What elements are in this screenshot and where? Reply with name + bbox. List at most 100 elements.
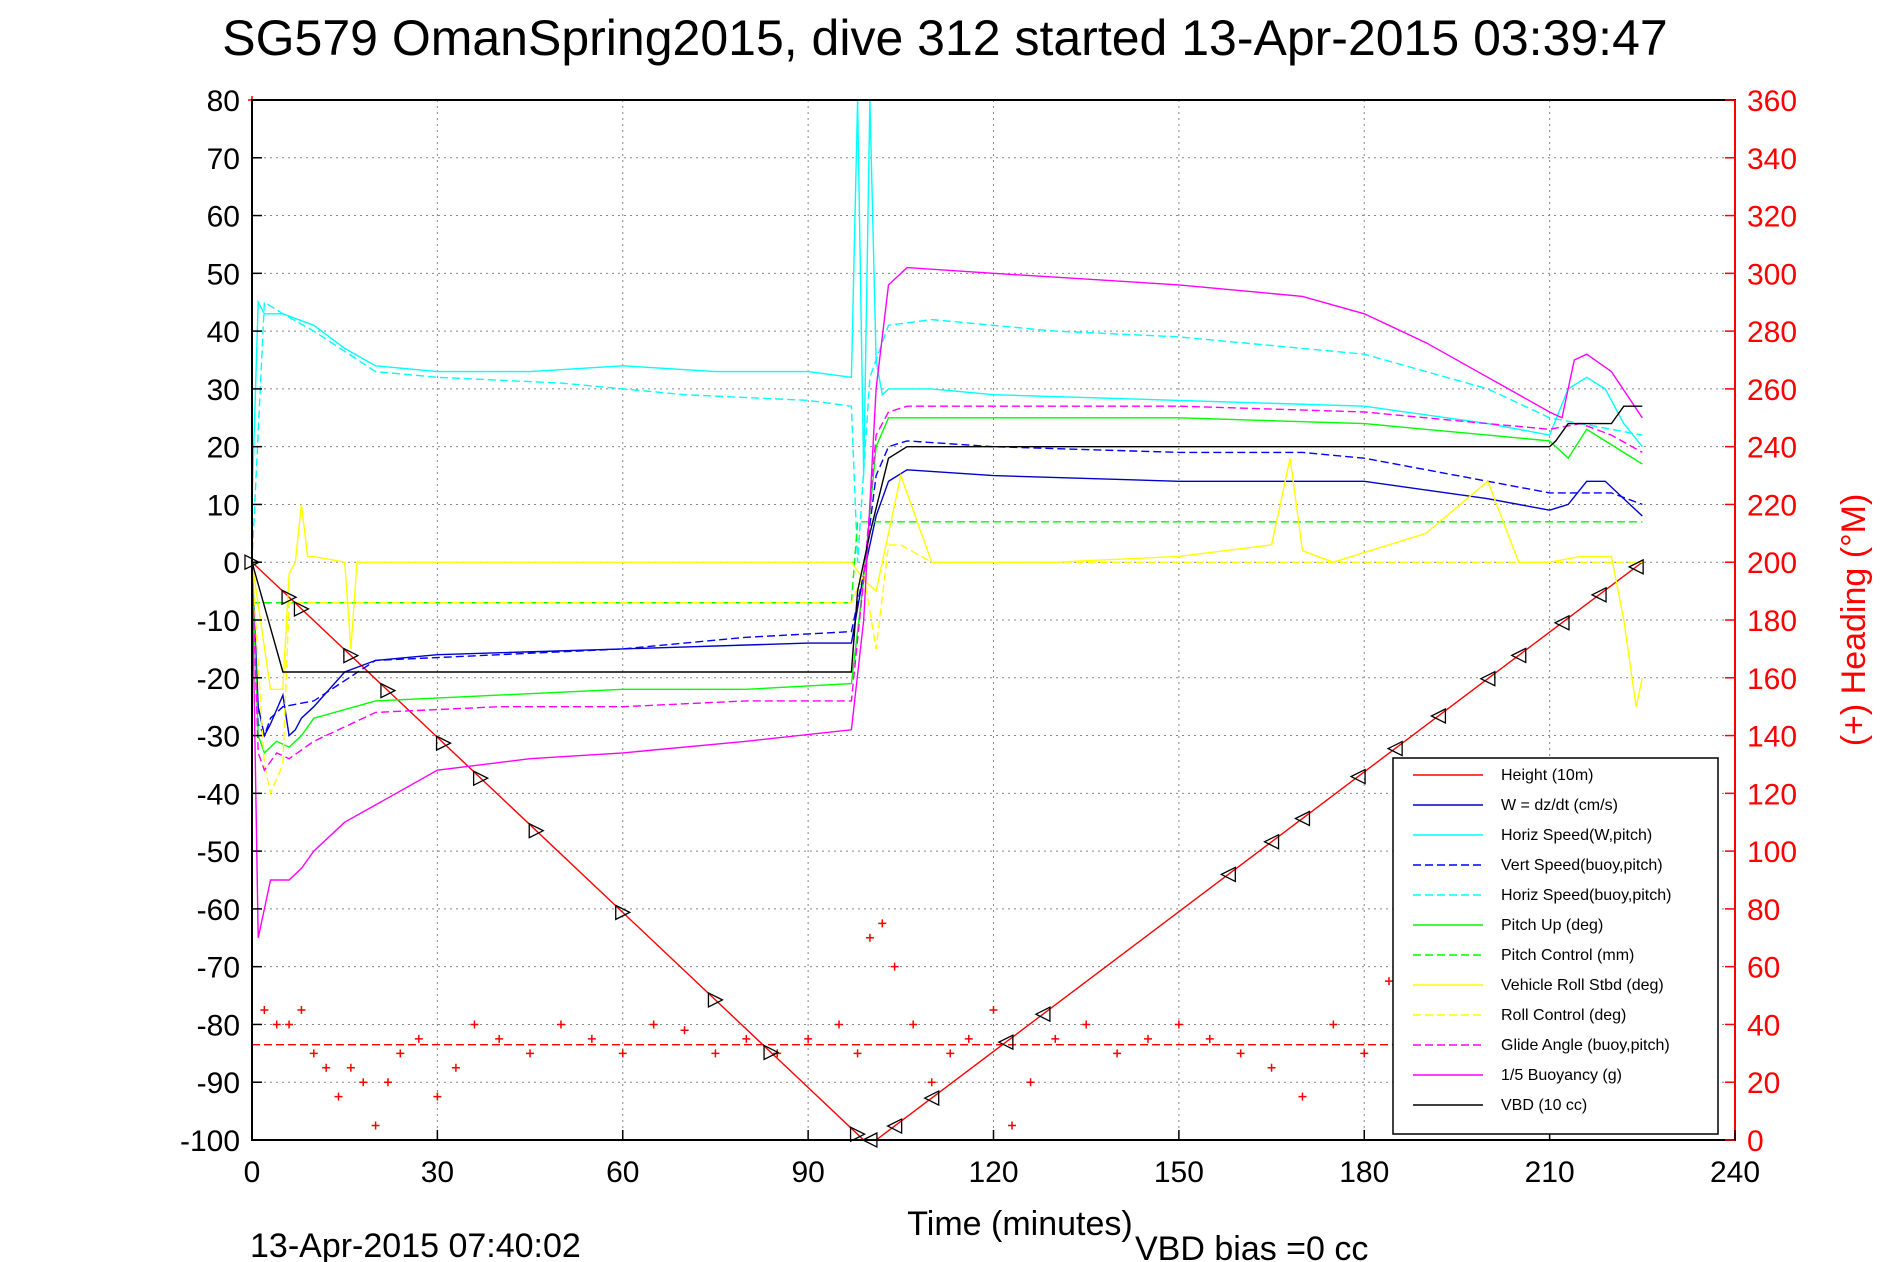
heading-point [1008, 1121, 1017, 1130]
y-tick-label: 0 [223, 547, 240, 580]
y-tick-label: 40 [207, 316, 240, 349]
heading-point [1384, 977, 1393, 986]
height-triangle-marker [997, 1034, 1014, 1051]
series-11-line [251, 405, 1643, 673]
x-tick-label: 120 [968, 1156, 1018, 1189]
y2-tick-label: 20 [1747, 1067, 1780, 1100]
left-axis-ticks: -100-90-80-70-60-50-40-30-20-10010203040… [180, 85, 262, 1158]
heading-point [865, 933, 874, 942]
y2-tick-label: 60 [1747, 952, 1780, 985]
heading-point [1298, 1092, 1307, 1101]
x-tick-label: 0 [244, 1156, 261, 1189]
heading-point [853, 1049, 862, 1058]
heading-point [1174, 1020, 1183, 1029]
heading-point [414, 1034, 423, 1043]
height-triangle-marker [1429, 707, 1447, 725]
height-triangle-marker [1627, 558, 1644, 575]
x-tick-label: 30 [421, 1156, 454, 1189]
right-axis-ticks: 0 20 40 60 80 100 120 140 160 180 200 220 240 260 280 3… [1725, 85, 1797, 1158]
heading-point [495, 1034, 504, 1043]
legend-entry: VBD (10 cc) [1501, 1097, 1587, 1114]
y2-tick-label: 340 [1747, 143, 1797, 176]
y2-axis-label: (+) Heading (°M) [1835, 494, 1873, 747]
heading-point [359, 1078, 368, 1087]
height-triangle-marker [707, 991, 724, 1008]
y-tick-label: 50 [207, 258, 240, 291]
heading-point [742, 1034, 751, 1043]
heading-point [989, 1006, 998, 1014]
heading-point [272, 1020, 281, 1029]
heading-point [1205, 1034, 1214, 1043]
y-tick-label: 80 [207, 85, 240, 118]
heading-point [396, 1049, 405, 1058]
height-triangle-marker [1294, 810, 1311, 827]
legend-entry: Vehicle Roll Stbd (deg) [1501, 977, 1664, 994]
y-tick-label: -90 [197, 1067, 240, 1100]
heading-point [1329, 1020, 1338, 1029]
legend-entry: 1/5 Buoyancy (g) [1501, 1067, 1622, 1084]
x-tick-label: 210 [1525, 1156, 1575, 1189]
height-triangle-marker [1219, 866, 1236, 883]
heading-point [1026, 1078, 1035, 1087]
legend-entry: W = dz/dt (cm/s) [1501, 797, 1618, 814]
footer-vbd-bias: VBD bias =0 cc [1135, 1230, 1368, 1262]
series-4-line [251, 300, 1643, 563]
heading-point [470, 1020, 479, 1029]
heading-point [297, 1006, 306, 1014]
height-triangle-marker [435, 735, 453, 752]
heading-point [587, 1034, 596, 1043]
y2-tick-label: 300 [1747, 258, 1797, 291]
heading-point [1267, 1063, 1276, 1072]
y2-tick-label: 360 [1747, 85, 1797, 118]
heading-point [309, 1049, 318, 1058]
y-tick-label: -20 [197, 663, 240, 696]
heading-point [711, 1049, 720, 1058]
legend-entry: Glide Angle (buoy,pitch) [1501, 1037, 1670, 1054]
height-triangle-marker [849, 1126, 867, 1143]
heading-point [927, 1078, 936, 1087]
y-tick-label: 10 [207, 489, 240, 522]
footer-timestamp: 13-Apr-2015 07:40:02 [250, 1227, 581, 1262]
series-6-line [252, 521, 1643, 604]
heading-point [526, 1049, 535, 1058]
height-triangle-marker [763, 1044, 780, 1061]
x-tick-label: 150 [1154, 1156, 1204, 1189]
legend-entry: Height (10m) [1501, 767, 1593, 784]
height-triangle-marker [380, 682, 397, 699]
y-tick-label: -100 [180, 1125, 240, 1158]
y-tick-label: 20 [207, 432, 240, 465]
y2-tick-label: 160 [1747, 663, 1797, 696]
y-tick-label: 60 [207, 201, 240, 234]
heading-point [1236, 1049, 1245, 1058]
series-8-line [251, 544, 1643, 796]
series-9-line [251, 405, 1643, 772]
legend-entry: Horiz Speed(W,pitch) [1501, 827, 1652, 844]
legend-entry: Vert Speed(buoy,pitch) [1501, 857, 1663, 874]
y2-tick-label: 280 [1747, 316, 1797, 349]
heading-point [680, 1026, 689, 1035]
heading-point [890, 962, 899, 971]
heading-point [285, 1020, 294, 1029]
legend-entry: Roll Control (deg) [1501, 1007, 1626, 1024]
chart-title: SG579 OmanSpring2015, dive 312 started 1… [222, 10, 1667, 66]
height-triangle-marker [1590, 586, 1607, 603]
heading-point [383, 1078, 392, 1087]
heading-point [964, 1034, 973, 1043]
heading-point [322, 1063, 331, 1072]
heading-point [804, 1034, 813, 1043]
height-triangle-marker [886, 1117, 903, 1135]
heading-point [1051, 1034, 1060, 1043]
series-3-line [251, 440, 1643, 738]
y2-tick-label: 0 [1747, 1125, 1764, 1158]
heading-point [1113, 1049, 1122, 1058]
legend-entry: Pitch Up (deg) [1501, 917, 1603, 934]
height-triangle-marker [615, 904, 632, 921]
y2-tick-label: 180 [1747, 605, 1797, 638]
y2-tick-label: 120 [1747, 778, 1797, 811]
height-triangle-marker [281, 589, 298, 606]
heading-point [649, 1020, 658, 1029]
heading-point [346, 1063, 355, 1072]
heading-point [878, 919, 887, 928]
height-triangle-marker [1263, 833, 1280, 850]
